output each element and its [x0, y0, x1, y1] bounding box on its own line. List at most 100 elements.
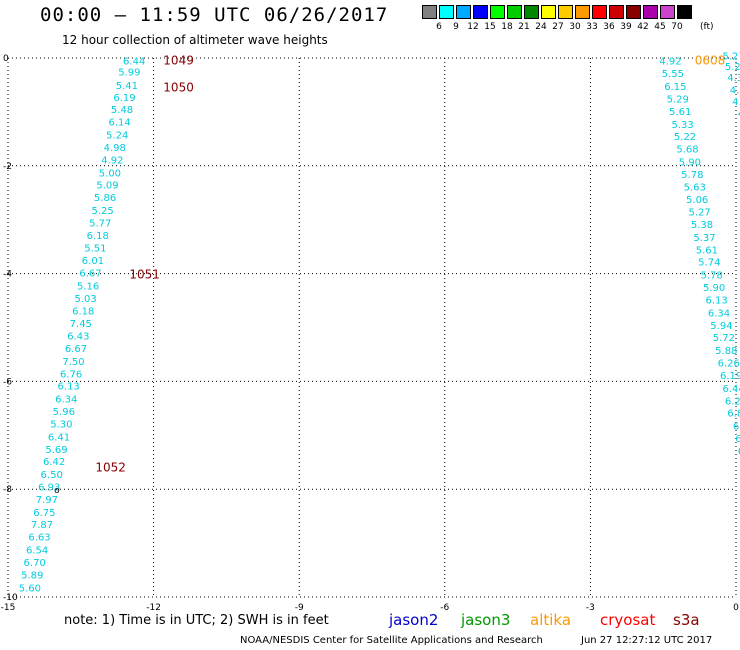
- swh-value: 5.00: [99, 168, 121, 179]
- swh-value: 6.34: [708, 308, 730, 319]
- swh-value: 5.03: [75, 294, 97, 305]
- swh-value: 5.25: [92, 206, 114, 217]
- swh-value: 5.61: [669, 107, 691, 118]
- y-tick-label: 0: [3, 54, 9, 64]
- swh-value: 5.88: [715, 346, 737, 357]
- swh-value: 6.43: [67, 332, 89, 343]
- swh-value: 6.6: [735, 434, 740, 445]
- swh-value: 5.37: [693, 233, 715, 244]
- legend-label: 21: [518, 22, 530, 32]
- swh-value: 6.24: [725, 396, 740, 407]
- pass-time-label: 0608: [695, 54, 726, 68]
- legend-swatch: [660, 5, 675, 19]
- swh-value: 6.19: [113, 93, 135, 104]
- satellite-label-s3a: s3a: [673, 611, 700, 629]
- page-title: 00:00 – 11:59 UTC 06/26/2017: [40, 4, 389, 26]
- legend-swatch: [558, 5, 573, 19]
- legend-swatch: [473, 5, 488, 19]
- swh-value: 5.90: [703, 283, 725, 294]
- swh-value: 5.90: [679, 157, 701, 168]
- x-tick-label: -12: [146, 603, 161, 613]
- swh-value: 5.78: [701, 271, 723, 282]
- swh-value: 4.98: [104, 143, 126, 154]
- satellite-label-jason2: jason2: [389, 611, 439, 629]
- swh-value: 6.01: [82, 256, 104, 267]
- swh-value: 6.15: [664, 82, 686, 93]
- swh-value: 5.38: [691, 220, 713, 231]
- legend-swatch: [609, 5, 624, 19]
- swh-value: 6.13: [58, 382, 80, 393]
- swh-value: 5.60: [19, 583, 41, 594]
- swh-value: 5.69: [45, 445, 67, 456]
- swh-value: 5.86: [94, 193, 116, 204]
- swh-value: 6.44: [722, 384, 740, 395]
- swh-value: 6.19: [720, 371, 740, 382]
- swh-value: 5.09: [96, 181, 118, 192]
- y-tick-label: -6: [3, 377, 12, 387]
- legend-label: 30: [569, 22, 581, 32]
- swh-value: 4.5: [738, 109, 740, 120]
- swh-value: 7.45: [70, 319, 92, 330]
- legend-label: 39: [620, 22, 632, 32]
- legend-swatch: [626, 5, 641, 19]
- swh-value: 5.06: [686, 195, 708, 206]
- x-tick-label: 0: [733, 603, 739, 613]
- legend-label: 18: [501, 22, 513, 32]
- swh-value: 5.24: [106, 131, 128, 142]
- y-tick-label: -2: [3, 162, 12, 172]
- legend-swatch: [456, 5, 471, 19]
- swh-value: 6.76: [60, 369, 82, 380]
- land-marker: o: [54, 486, 60, 496]
- swh-value: 7.50: [62, 357, 84, 368]
- swh-value: 6.13: [705, 295, 727, 306]
- swh-value: 5.77: [89, 218, 111, 229]
- swh-value: 6.44: [123, 57, 145, 68]
- legend-swatch: [575, 5, 590, 19]
- pass-time-label: 1051: [129, 268, 160, 282]
- swh-value: 5.51: [84, 244, 106, 255]
- swh-value: 5.72: [713, 333, 735, 344]
- legend-label: 42: [637, 22, 649, 32]
- swh-value: 5.22: [674, 132, 696, 143]
- page-subtitle: 12 hour collection of altimeter wave hei…: [62, 33, 328, 47]
- swh-value: 5.78: [681, 170, 703, 181]
- legend-swatch: [541, 5, 556, 19]
- footer-note: note: 1) Time is in UTC; 2) SWH is in fe…: [64, 613, 329, 628]
- swh-value: 5.74: [698, 258, 720, 269]
- legend-label: 27: [552, 22, 564, 32]
- swh-value: 5.99: [118, 67, 140, 78]
- swh-value: 5.48: [111, 105, 133, 116]
- swh-value: 4.36: [727, 73, 740, 84]
- footer-timestamp: Jun 27 12:27:12 UTC 2017: [581, 635, 713, 646]
- swh-value: 6.54: [26, 546, 48, 557]
- pass-time-label: 1052: [95, 461, 126, 475]
- swh-value: 4.92: [101, 155, 123, 166]
- swh-value: 7.97: [36, 495, 58, 506]
- swh-value: 6.67: [65, 344, 87, 355]
- swh-value: 4.98: [730, 85, 740, 96]
- swh-value: 5.24: [725, 62, 740, 73]
- swh-value: 5.55: [662, 69, 684, 80]
- legend-label: 15: [484, 22, 496, 32]
- legend-label: 70: [671, 22, 683, 32]
- legend-swatch: [677, 5, 692, 19]
- satellite-label-cryosat: cryosat: [600, 611, 656, 629]
- swh-value: 6.70: [24, 558, 46, 569]
- swh-value: 5.89: [21, 570, 43, 581]
- swh-value: 6.7: [738, 446, 740, 457]
- swh-value: 5.63: [684, 182, 706, 193]
- swh-value: 6.14: [108, 118, 130, 129]
- swh-value: 6.50: [41, 470, 63, 481]
- x-tick-label: -9: [295, 603, 304, 613]
- swh-value: 5.29: [667, 94, 689, 105]
- swh-value: 5.61: [696, 245, 718, 256]
- satellite-label-jason3: jason3: [461, 611, 511, 629]
- legend-label: 45: [654, 22, 666, 32]
- pass-time-label: 1049: [163, 54, 194, 68]
- swh-value: 7.87: [31, 520, 53, 531]
- legend-label: 33: [586, 22, 598, 32]
- swh-value: 6.5: [733, 422, 740, 433]
- swh-value: 5.96: [53, 407, 75, 418]
- legend-label: 9: [453, 22, 459, 32]
